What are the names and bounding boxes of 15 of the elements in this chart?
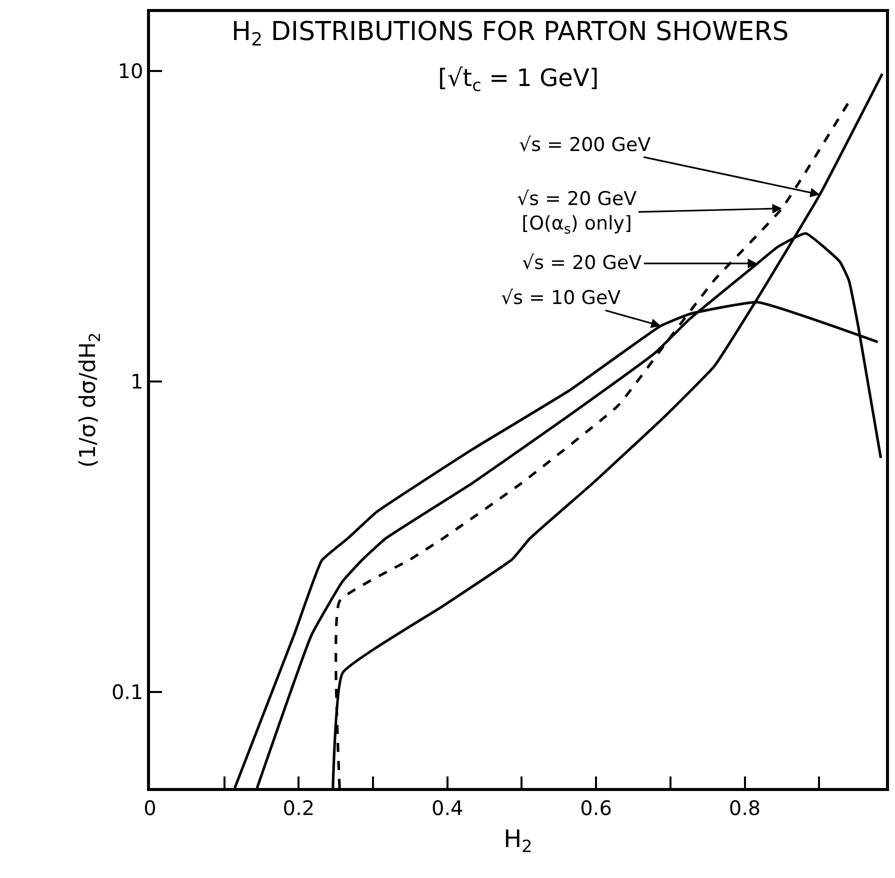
annotation: √s = 20 GeV xyxy=(522,252,642,274)
x-axis-title: H$_{2}$ xyxy=(504,825,532,856)
y-tick-label: 0.1 xyxy=(111,680,144,704)
annotation: √s = 200 GeV xyxy=(519,134,651,156)
x-tick-label: 0.4 xyxy=(431,796,464,820)
x-tick-label: 0 xyxy=(144,796,156,820)
text: [√t$_{c}$ = 1 GeV] xyxy=(438,64,599,96)
y-tick-label: 1 xyxy=(130,369,144,394)
chart-title: H$_{2}$ DISTRIBUTIONS FOR PARTON SHOWERS xyxy=(231,17,789,51)
annotation: √s = 10 GeV xyxy=(501,287,621,309)
x-tick-label: 0.2 xyxy=(282,796,315,820)
x-tick-label: 0.8 xyxy=(728,796,761,820)
x-tick-label: 0.6 xyxy=(580,796,612,820)
annotation: √s = 20 GeV [O(α$_{s}$) only] xyxy=(517,188,637,238)
y-tick-label: 10 xyxy=(118,59,144,84)
